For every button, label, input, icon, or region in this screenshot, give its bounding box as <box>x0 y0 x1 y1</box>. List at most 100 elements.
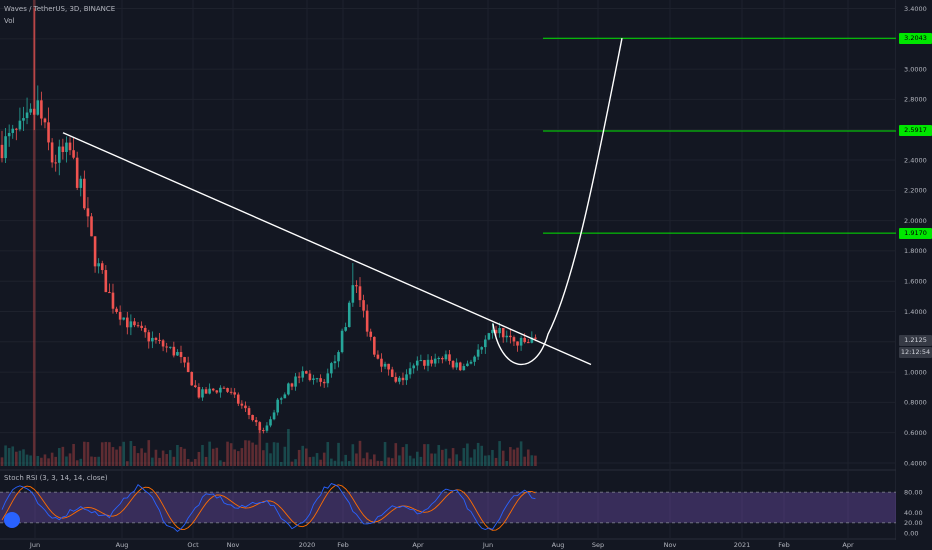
candle-body <box>347 302 351 328</box>
x-tick-label: Jun <box>482 541 493 549</box>
candle-body <box>330 363 333 374</box>
y-tick-label: 0.4000 <box>904 459 927 467</box>
volume-bar <box>258 426 262 466</box>
volume-bar <box>455 454 458 466</box>
volume-bar <box>168 450 172 466</box>
rsi-tick-label: 40.00 <box>904 509 923 517</box>
candle-body <box>279 398 283 400</box>
candle-body <box>448 354 451 361</box>
x-tick-label: 2020 <box>299 541 316 549</box>
candle-body <box>165 346 168 348</box>
volume-bar <box>47 458 50 466</box>
volume-bar <box>233 449 236 466</box>
volume-bar <box>151 457 154 466</box>
y-tick-label: 3.0000 <box>904 65 927 73</box>
volume-bar <box>398 455 401 466</box>
candle-body <box>126 317 129 328</box>
candle-body <box>115 308 118 312</box>
candle-body <box>50 142 54 163</box>
volume-bar <box>480 445 484 466</box>
volume-bar <box>509 447 512 466</box>
volume-bar <box>358 440 362 466</box>
volume-bar <box>68 453 72 466</box>
volume-bar <box>301 445 305 466</box>
volume-bar <box>458 460 462 466</box>
candle-body <box>376 354 380 359</box>
volume-bar <box>383 442 387 466</box>
volume-bar <box>83 441 86 466</box>
volume-bar <box>305 448 308 466</box>
price-axis[interactable]: 3.40003.20003.00002.80002.60002.40002.20… <box>896 0 932 550</box>
volume-bar <box>204 456 208 466</box>
volume-bar <box>269 453 272 466</box>
volume-bar <box>491 449 494 466</box>
candle-body <box>61 146 65 153</box>
candle-body <box>362 300 365 311</box>
time-axis[interactable]: Jun Aug Oct Nov 2020 Feb Apr Jun Aug Sep Nov 2021 Fe… <box>29 541 854 549</box>
candle-body <box>168 346 172 348</box>
candle-body <box>297 376 301 378</box>
volume-bar <box>512 449 516 466</box>
volume-bar <box>373 454 376 466</box>
x-tick-label: 2021 <box>734 541 751 549</box>
candle-body <box>176 352 179 356</box>
candle-body <box>466 363 469 367</box>
candle-body <box>47 122 50 143</box>
volume-bar <box>50 452 54 466</box>
candle-body <box>219 387 222 393</box>
volume-bar <box>365 452 369 466</box>
tradingview-logo-icon[interactable] <box>4 512 20 528</box>
candle-body <box>75 157 79 188</box>
candle-body <box>287 383 290 395</box>
y-tick-label: 0.6000 <box>904 429 927 437</box>
candle-body <box>387 363 390 370</box>
candle-body <box>484 339 487 348</box>
descending-trendline <box>62 132 592 366</box>
volume-bar <box>294 459 297 466</box>
candle-body <box>208 388 211 394</box>
candlestick-series <box>0 8 537 434</box>
breakout-projection-curve <box>492 38 623 365</box>
price-axis-bg <box>896 0 932 550</box>
candle-body <box>25 112 29 119</box>
volume-bar <box>93 456 97 466</box>
volume-bar <box>154 449 158 466</box>
candle-body <box>233 392 236 395</box>
candle-body <box>72 150 75 158</box>
volume-bar <box>22 449 25 466</box>
volume-bar <box>79 458 83 466</box>
candle-body <box>498 328 501 334</box>
volume-bar <box>90 456 93 466</box>
candle-body <box>247 408 251 415</box>
volume-bar <box>122 441 126 466</box>
volume-bar <box>405 444 408 466</box>
last-price-badge: 1.2125 <box>899 335 932 346</box>
target-level-badge: 2.5917 <box>899 125 932 137</box>
volume-bar <box>355 453 358 466</box>
candle-body <box>365 310 369 332</box>
candle-body <box>43 118 47 123</box>
volume-bar <box>451 448 455 466</box>
volume-bar <box>344 454 347 466</box>
volume-bar <box>394 443 398 466</box>
target-level-badge: 1.9170 <box>899 227 932 239</box>
volume-bar <box>530 455 534 466</box>
symbol-title[interactable]: Waves / TetherUS, 3D, BINANCE <box>4 5 116 13</box>
volume-bar <box>494 457 498 466</box>
rsi-tick-label: 80.00 <box>904 489 923 497</box>
candle-body <box>333 361 337 364</box>
candle-body <box>430 359 433 364</box>
volume-bar <box>408 455 412 466</box>
rsi-tick-label: 0.00 <box>904 529 918 537</box>
volume-bar <box>476 442 480 466</box>
volume-bar <box>7 448 11 466</box>
candle-body <box>458 362 462 371</box>
candle-body <box>312 378 315 380</box>
candle-body <box>340 330 344 353</box>
volume-bar <box>462 448 466 466</box>
volume-bar <box>247 440 251 466</box>
indicator-title[interactable]: Stoch RSI (3, 3, 14, 14, close) <box>4 474 108 482</box>
volume-bar <box>18 450 22 466</box>
y-tick-label: 2.4000 <box>904 156 927 164</box>
